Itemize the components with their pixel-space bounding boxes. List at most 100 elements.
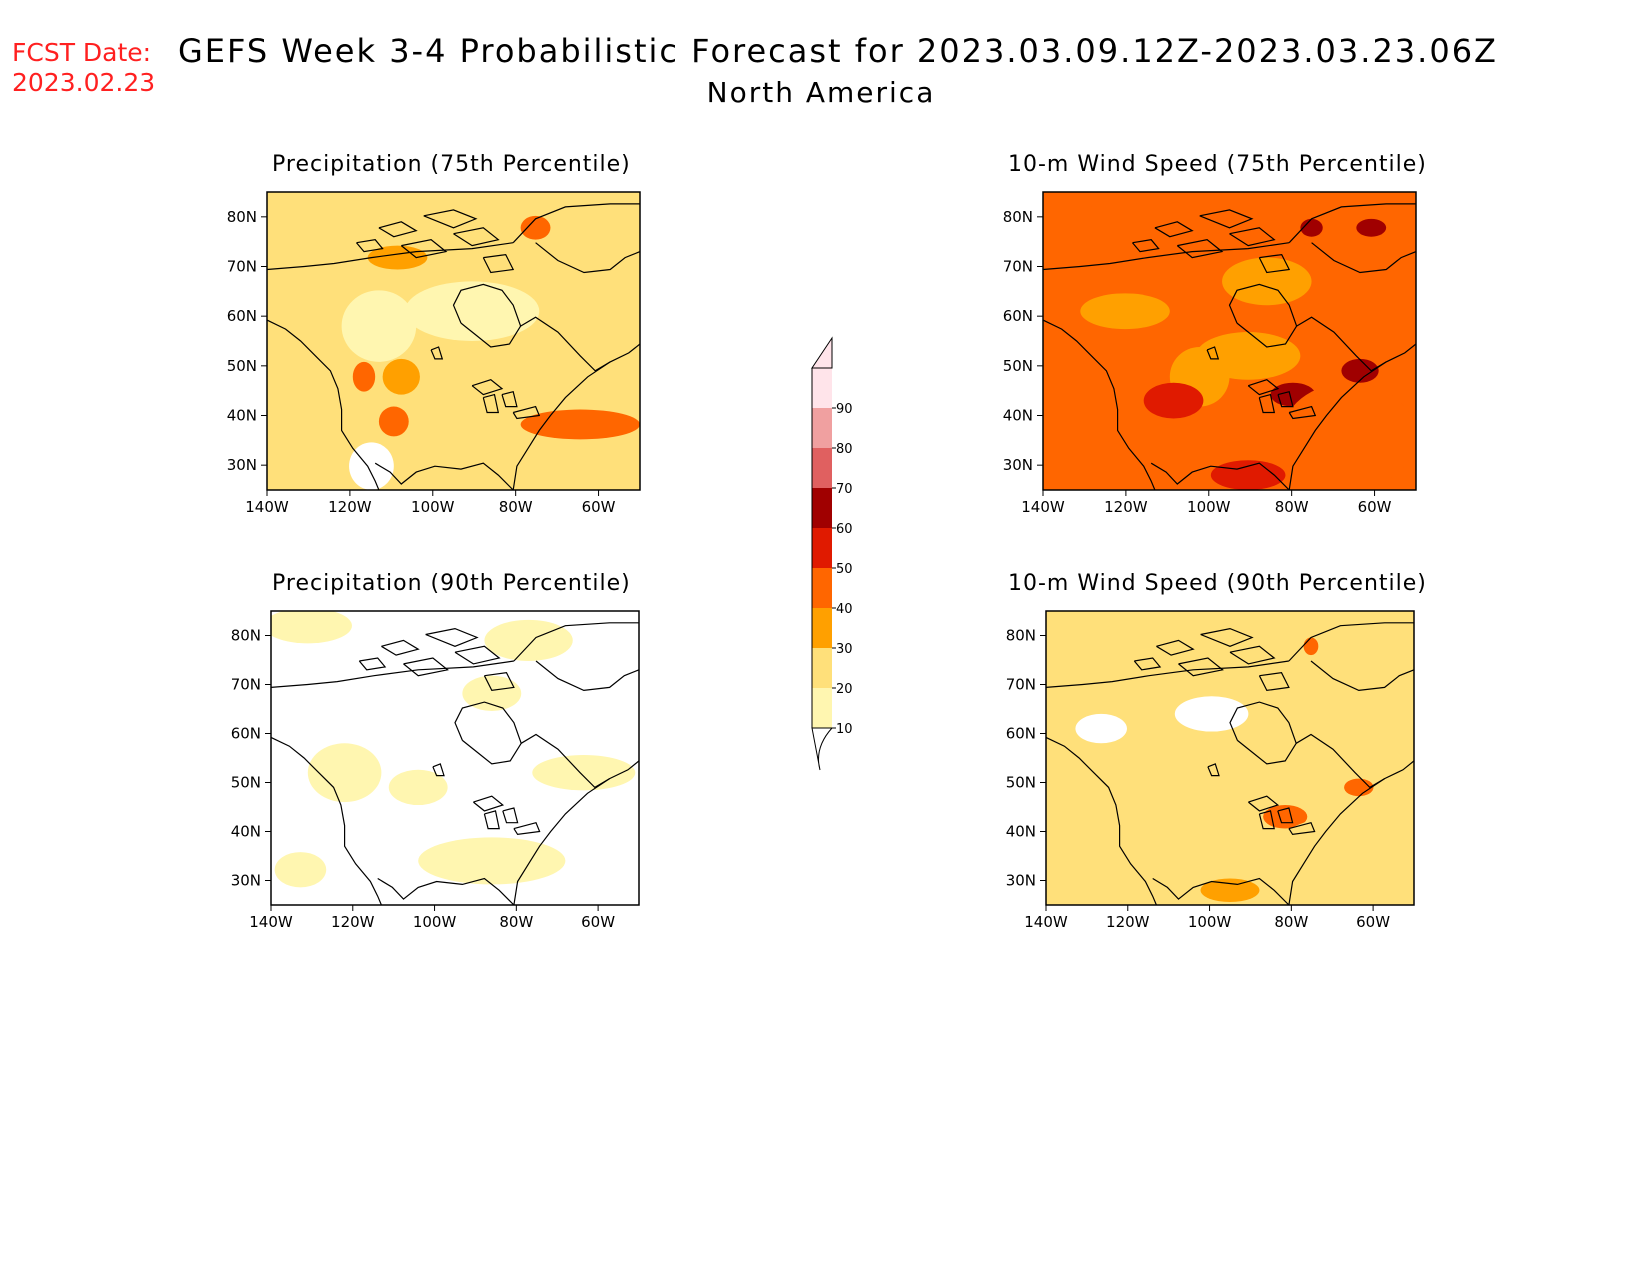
probability-contour — [1080, 293, 1170, 330]
colorbar-swatch — [812, 528, 832, 568]
lon-tick-label: 140W — [249, 913, 293, 931]
lon-tick-label: 100W — [411, 498, 455, 516]
region-subtitle: North America — [706, 76, 936, 109]
probability-contour — [462, 675, 522, 711]
map-background-fill — [267, 192, 640, 490]
coastline — [267, 319, 380, 490]
lon-tick-label: 120W — [1104, 498, 1148, 516]
lat-tick-label: 40N — [1006, 823, 1036, 841]
coastline — [1206, 346, 1220, 360]
probability-contour — [271, 611, 352, 644]
coastline — [1277, 807, 1294, 824]
colorbar-bottom-cap — [811, 727, 834, 771]
coastline — [403, 657, 449, 677]
probability-contour — [1200, 878, 1260, 903]
lon-tick-label: 60W — [582, 498, 616, 516]
coastline — [501, 390, 518, 408]
lat-tick-label: 70N — [1003, 258, 1033, 276]
coastline — [425, 627, 479, 647]
coastline — [520, 733, 610, 789]
colorbar-label: 30 — [836, 642, 853, 657]
coastline — [535, 242, 640, 274]
coastline — [1132, 239, 1160, 253]
lon-tick-label: 120W — [328, 498, 372, 516]
lon-tick-label: 80W — [1275, 498, 1309, 516]
probability-contour — [484, 619, 573, 661]
coastline — [1229, 645, 1276, 665]
coastline — [1296, 316, 1387, 372]
map-panel-precip90: 140W 120W 100W 80W 60W 80N 70N 60N 50N 40N 30N — [231, 610, 640, 931]
coastline — [454, 645, 501, 665]
coastline — [1258, 810, 1275, 830]
probability-contour — [1263, 805, 1308, 829]
lon-tick-label: 60W — [581, 913, 615, 931]
coastline — [512, 405, 541, 420]
fcst-date-value: 2023.02.23 — [12, 68, 156, 97]
colorbar-label: 40 — [836, 602, 853, 617]
coastline — [512, 343, 640, 490]
lon-tick-label: 100W — [1187, 498, 1231, 516]
lon-tick-label: 140W — [245, 498, 289, 516]
lat-tick-label: 70N — [227, 258, 257, 276]
coastline — [1154, 221, 1194, 238]
coastline — [1258, 672, 1290, 692]
coastline — [1176, 239, 1224, 259]
map-panel-wind90: 140W 120W 100W 80W 60W 80N 70N 60N 50N 40N 30N — [1006, 610, 1415, 931]
map-panel-precip75: 140W 120W 100W 80W 60W 80N 70N 60N 50N 40N 30N — [227, 191, 641, 516]
lat-tick-label: 40N — [231, 823, 261, 841]
colorbar: 10 20 30 40 50 60 70 80 90 — [811, 336, 853, 771]
lat-tick-label: 50N — [227, 357, 257, 375]
coastline — [356, 239, 384, 253]
colorbar-label: 20 — [836, 682, 853, 697]
lon-tick-label: 60W — [1356, 913, 1390, 931]
colorbar-top-cap — [811, 336, 833, 369]
lon-tick-label: 120W — [331, 913, 375, 931]
coastline — [1247, 379, 1280, 396]
coastline — [432, 763, 445, 777]
coastline — [1043, 242, 1290, 271]
coastline — [513, 622, 639, 662]
lon-tick-label: 100W — [1188, 913, 1232, 931]
coastline — [1046, 736, 1157, 905]
coastline — [512, 203, 640, 244]
map-panel-wind75: 140W 120W 100W 80W 60W 80N 70N 60N 50N 40N 30N — [1003, 191, 1417, 516]
coastline — [374, 462, 514, 490]
lon-tick-label: 80W — [499, 913, 533, 931]
coastline — [423, 209, 478, 229]
coastline — [1207, 763, 1220, 777]
probability-contour — [274, 852, 327, 888]
coastline — [1310, 660, 1414, 692]
coastline — [1288, 821, 1316, 836]
coastline — [513, 760, 639, 905]
lat-tick-label: 60N — [227, 307, 257, 325]
lat-tick-label: 40N — [227, 407, 257, 425]
panel-title-precip90: Precipitation (90th Percentile) — [272, 571, 631, 596]
colorbar-swatch — [812, 688, 832, 728]
probability-contour — [352, 361, 376, 392]
colorbar-swatch — [812, 408, 832, 448]
colorbar-label: 60 — [836, 522, 853, 537]
probability-contour — [267, 192, 350, 219]
colorbar-label: 50 — [836, 562, 853, 577]
panel-title-wind75: 10-m Wind Speed (75th Percentile) — [1008, 152, 1427, 177]
map-frame — [1042, 191, 1417, 491]
coastline — [377, 877, 515, 905]
coastline — [1258, 393, 1276, 414]
lat-tick-label: 40N — [1003, 407, 1033, 425]
probability-contour — [520, 409, 640, 440]
coastline — [1258, 253, 1291, 274]
coastline — [271, 660, 514, 688]
colorbar-label: 80 — [836, 442, 853, 457]
probability-contour — [1300, 218, 1323, 237]
probability-contour — [1143, 382, 1204, 419]
colorbar-swatch — [812, 448, 832, 488]
probability-contour — [1356, 218, 1387, 237]
forecast-date-block: FCST Date: 2023.02.23 — [12, 38, 155, 98]
coastline — [1200, 627, 1254, 647]
coastline — [1288, 622, 1414, 662]
lat-tick-label: 30N — [231, 872, 261, 890]
lon-tick-label: 100W — [413, 913, 457, 931]
probability-contour — [1210, 460, 1286, 490]
coastline — [1288, 760, 1414, 905]
